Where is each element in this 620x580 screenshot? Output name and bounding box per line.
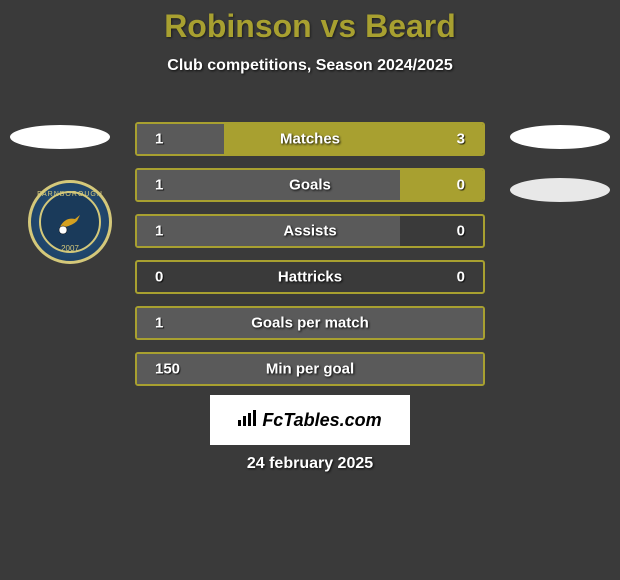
stat-row-goals: 1 Goals 0: [135, 168, 485, 202]
stat-value-left: 1: [155, 315, 163, 332]
stat-label: Matches: [280, 131, 340, 148]
chart-icon: [238, 410, 258, 431]
main-container: Robinson vs Beard Club competitions, Sea…: [0, 0, 620, 580]
stat-bar-right: [400, 170, 483, 200]
stat-label: Goals: [289, 177, 331, 194]
stat-label: Min per goal: [266, 361, 354, 378]
page-title: Robinson vs Beard: [0, 0, 620, 45]
club-crest-icon: [55, 207, 85, 237]
stat-label: Hattricks: [278, 269, 342, 286]
stat-row-goals-per-match: 1 Goals per match: [135, 306, 485, 340]
player-left-avatar-placeholder: [10, 125, 110, 149]
stat-value-left: 0: [155, 269, 163, 286]
badge-top-text: FARNBOROUGH: [37, 191, 103, 198]
stat-bar-right: [224, 124, 484, 154]
stat-bar-left: [137, 216, 400, 246]
stat-row-assists: 1 Assists 0: [135, 214, 485, 248]
player-right-avatar-placeholder: [510, 125, 610, 149]
stat-label: Goals per match: [251, 315, 369, 332]
subtitle: Club competitions, Season 2024/2025: [0, 57, 620, 75]
stat-bar-left: [137, 170, 400, 200]
stat-value-left: 150: [155, 361, 180, 378]
stat-value-left: 1: [155, 131, 163, 148]
stats-container: 1 Matches 3 1 Goals 0 1 Assists 0 0 Hatt…: [135, 122, 485, 398]
stat-value-left: 1: [155, 223, 163, 240]
logo-text: FcTables.com: [262, 410, 381, 431]
date-text: 24 february 2025: [247, 455, 373, 473]
stat-value-right: 0: [457, 269, 465, 286]
stat-bar-left: [137, 124, 224, 154]
stat-value-right: 3: [457, 131, 465, 148]
badge-year-text: 2007: [61, 244, 79, 253]
player-right-club-placeholder: [510, 178, 610, 202]
stat-value-right: 0: [457, 177, 465, 194]
site-logo[interactable]: FcTables.com: [210, 395, 410, 445]
stat-value-right: 0: [457, 223, 465, 240]
stat-row-min-per-goal: 150 Min per goal: [135, 352, 485, 386]
club-badge-left: FARNBOROUGH 2007: [28, 180, 112, 264]
stat-row-matches: 1 Matches 3: [135, 122, 485, 156]
stat-row-hattricks: 0 Hattricks 0: [135, 260, 485, 294]
stat-label: Assists: [283, 223, 336, 240]
stat-value-left: 1: [155, 177, 163, 194]
